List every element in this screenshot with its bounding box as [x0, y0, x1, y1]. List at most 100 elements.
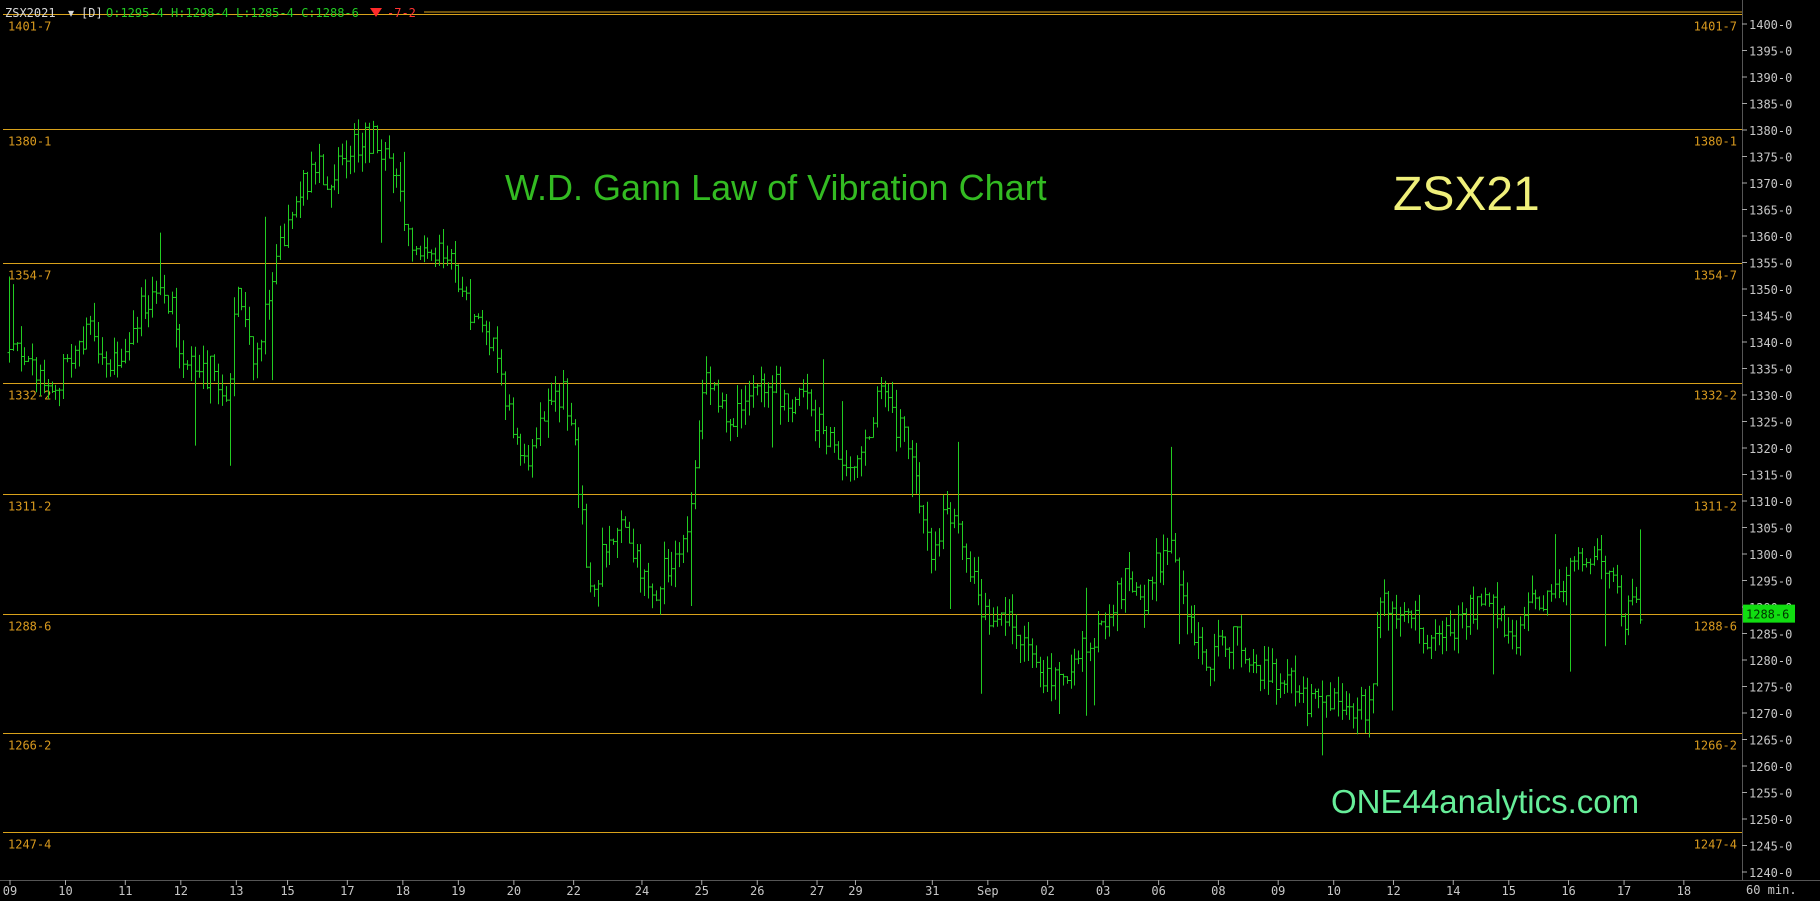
interval-label[interactable]: 60 min.: [1746, 883, 1797, 897]
ohlc-bar: [216, 363, 221, 405]
ohlc-bar: [131, 310, 136, 345]
ohlc-bar: [1192, 605, 1197, 646]
ohlc-bar: [731, 418, 736, 428]
ohlc-bar: [212, 354, 217, 382]
ohlc-bar: [677, 542, 682, 568]
time-tick-label: 18: [1677, 884, 1691, 898]
chart-title: W.D. Gann Law of Vibration Chart: [505, 167, 1047, 208]
ohlc-bar: [1522, 606, 1527, 629]
ohlc-bar: [886, 383, 891, 412]
time-tick-label: 27: [810, 884, 824, 898]
ohlc-bar: [1150, 576, 1155, 600]
ohlc-bar: [1227, 647, 1232, 669]
ohlc-bar: [1247, 657, 1252, 673]
ohlc-bar: [855, 455, 860, 479]
ohlc-bar: [662, 541, 667, 605]
ohlc-bar: [1076, 650, 1081, 665]
ohlc-bar: [1072, 648, 1077, 686]
ohlc-bar: [1130, 571, 1135, 593]
ohlc-bar: [224, 386, 229, 402]
ohlc-bar: [933, 531, 938, 571]
ohlc-bar: [367, 122, 372, 163]
ohlc-bar: [1611, 567, 1616, 583]
gann-level-label-right: 1401-7: [1694, 20, 1737, 34]
gann-level-label-left: 1401-7: [8, 20, 51, 34]
ohlc-bar: [65, 354, 70, 363]
ohlc-bar: [1413, 600, 1418, 631]
ohlc-bar: [472, 314, 477, 324]
ohlc-bar: [1177, 557, 1182, 645]
ohlc-bar: [995, 606, 1000, 627]
ohlc-bar: [712, 381, 717, 391]
ohlc-bar: [1619, 575, 1624, 627]
ohlc-bar: [809, 389, 814, 417]
ohlc-bar: [770, 375, 775, 448]
ohlc-bar: [1154, 538, 1159, 602]
ohlc-bar: [259, 339, 264, 362]
last-price-tag: [1743, 604, 1795, 623]
ohlc-bar: [414, 246, 419, 256]
ohlc-bar: [1347, 693, 1352, 720]
ohlc-bar: [592, 584, 597, 597]
ohlc-bar: [631, 528, 636, 563]
ohlc-bar: [720, 392, 725, 409]
ohlc-bar: [135, 316, 140, 343]
symbol-dropdown-icon[interactable]: ▾: [68, 6, 74, 20]
ohlc-bar: [1324, 695, 1329, 718]
ohlc-bar: [1382, 579, 1387, 616]
ohlc-bar: [433, 247, 438, 268]
ohlc-bar: [813, 399, 818, 442]
ohlc-bar: [1533, 589, 1538, 610]
time-tick-label: 26: [750, 884, 764, 898]
ohlc-bar: [1599, 534, 1604, 580]
ohlc-bar: [739, 389, 744, 429]
ohlc-bar: [848, 456, 853, 482]
ohlc-bar: [1359, 686, 1364, 720]
ohlc-bar: [46, 379, 51, 400]
ohlc-bar: [247, 306, 252, 345]
ohlc-bar: [1506, 617, 1511, 644]
ohlc-bar: [999, 612, 1004, 626]
symbol-name[interactable]: ZSX2021: [5, 6, 56, 20]
time-axis[interactable]: 09 10 11 12 13 15 17 18 19 20 22 24 25 26 27 29 31 Sep 02 0…: [0, 880, 1820, 898]
ohlc-bar: [836, 441, 841, 460]
ohlc-bar: [228, 373, 233, 466]
ohlc-bar: [1231, 626, 1236, 670]
timeframe-label[interactable]: [D]: [81, 6, 103, 20]
ohlc-bar: [1510, 619, 1515, 650]
ohlc-bar: [1142, 584, 1147, 628]
ohlc-bar: [38, 364, 43, 397]
ohlc-bar: [344, 140, 349, 179]
ohlc-bar: [418, 245, 423, 260]
ohlc-bar: [1440, 620, 1445, 655]
ohlc-bar: [747, 380, 752, 416]
ohlc-bar: [325, 176, 330, 190]
ohlc-bar: [1557, 569, 1562, 599]
ohlc-bar: [693, 460, 698, 510]
ohlc-bar: [941, 494, 946, 550]
price-tick-label: 1300-0: [1749, 548, 1792, 562]
ohlc-bar: [948, 502, 953, 609]
ohlc-bar: [778, 366, 783, 425]
price-axis[interactable]: 1400-0 1395-0 1390-0 1385-0 1380-0 1375-0 1370…: [1742, 0, 1795, 880]
ohlc-bar: [1390, 601, 1395, 711]
ohlc-bar: [30, 343, 35, 376]
ohlc-bar: [15, 342, 20, 352]
time-tick-label: 02: [1040, 884, 1054, 898]
gann-level-label-right: 1247-4: [1694, 838, 1737, 852]
ohlc-bar: [828, 427, 833, 448]
ohlc-bar: [654, 590, 659, 602]
ohlc-bar: [1146, 579, 1151, 616]
price-tick-label: 1270-0: [1749, 707, 1792, 721]
ohlc-bar: [704, 356, 709, 395]
ohlc-bar: [716, 379, 721, 413]
ohlc-bar: [7, 276, 12, 363]
ohlc-bar: [425, 237, 430, 259]
ohlc-bar: [538, 402, 543, 447]
ohlc-bar: [1165, 537, 1170, 565]
ohlc-bar: [859, 446, 864, 477]
ohlc-bar: [84, 317, 89, 350]
ohlc-bar: [332, 164, 337, 191]
price-tick-label: 1395-0: [1749, 45, 1792, 59]
